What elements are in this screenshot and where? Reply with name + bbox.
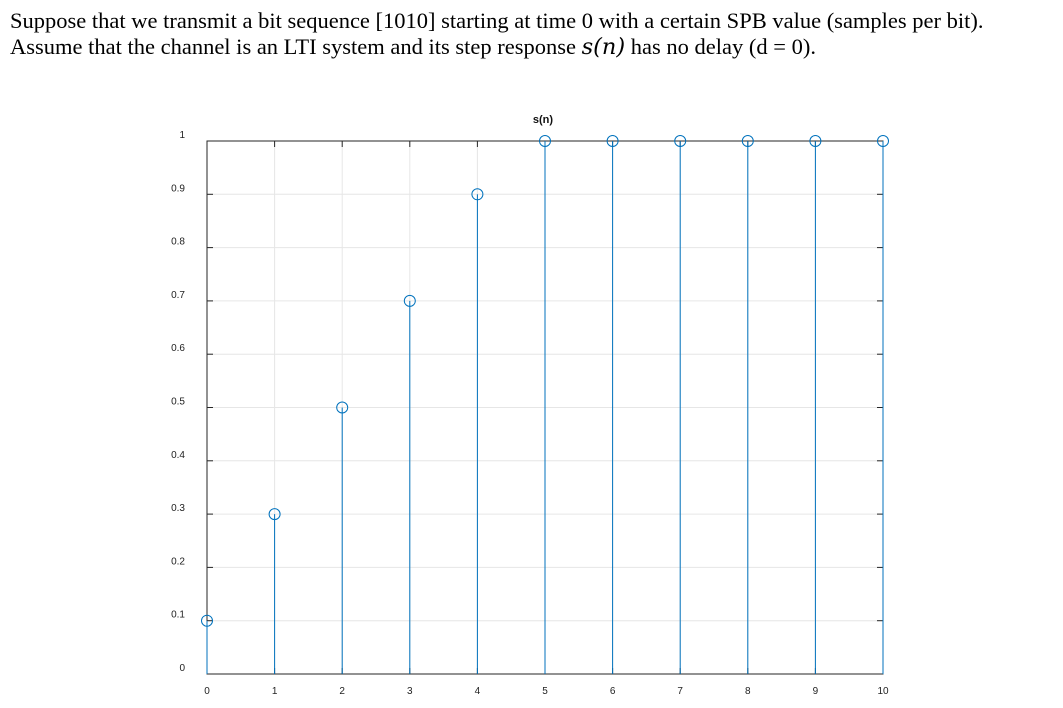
y-tick-label: 0.6 bbox=[171, 343, 185, 354]
stems bbox=[206, 141, 884, 674]
stem-marker bbox=[403, 294, 416, 307]
stem-markers bbox=[201, 135, 889, 627]
stem-marker bbox=[201, 614, 213, 627]
x-tick-label: 6 bbox=[610, 686, 616, 697]
x-tick-label: 5 bbox=[542, 686, 548, 697]
x-tick-label: 2 bbox=[339, 686, 345, 697]
y-tick-label: 0.5 bbox=[171, 397, 185, 408]
problem-line-2-end: has no delay (d = 0). bbox=[625, 34, 816, 59]
stem-marker bbox=[539, 135, 551, 147]
stem-marker bbox=[741, 135, 754, 147]
x-tick-label: 7 bbox=[677, 686, 683, 697]
chart-title: s(n) bbox=[533, 114, 554, 126]
problem-line-2-start: Assume that the channel is an LTI system… bbox=[10, 34, 582, 59]
x-tick-label: 0 bbox=[204, 686, 210, 697]
y-tick-label: 0 bbox=[179, 663, 185, 674]
x-tick-label: 1 bbox=[272, 686, 278, 697]
x-tick-label: 10 bbox=[877, 686, 889, 697]
y-tick-label: 0.3 bbox=[171, 503, 185, 514]
y-tick-label: 0.8 bbox=[171, 237, 185, 248]
y-tick-label: 1 bbox=[179, 130, 185, 141]
y-tick-label: 0.2 bbox=[171, 556, 185, 567]
x-tick-label: 3 bbox=[407, 686, 413, 697]
y-tick-label: 0.9 bbox=[171, 183, 185, 194]
y-tick-label: 0.7 bbox=[171, 290, 185, 301]
y-tick-label: 0.1 bbox=[171, 610, 185, 621]
tick-labels: 0 1 2 3 4 5 6 7 8 9 10 0 0.1 0.2 0.3 0.4 0.5 0.6 0.7 0.8 0.9… bbox=[171, 130, 889, 697]
stem-marker bbox=[674, 135, 687, 147]
problem-line-2: Assume that the channel is an LTI system… bbox=[10, 34, 1055, 60]
x-tick-label: 8 bbox=[745, 686, 751, 697]
step-response-symbol: s(n) bbox=[581, 34, 626, 60]
stem-marker bbox=[877, 135, 889, 147]
problem-statement: Suppose that we transmit a bit sequence … bbox=[10, 8, 1055, 60]
problem-line-1: Suppose that we transmit a bit sequence … bbox=[10, 8, 984, 33]
x-tick-label: 4 bbox=[475, 686, 481, 697]
stem-marker bbox=[471, 188, 484, 201]
y-tick-label: 0.4 bbox=[171, 450, 185, 461]
stem-marker bbox=[606, 135, 619, 147]
stem-marker bbox=[809, 135, 822, 147]
stem-marker bbox=[336, 401, 349, 414]
stem-marker bbox=[268, 508, 281, 521]
x-tick-label: 9 bbox=[813, 686, 819, 697]
